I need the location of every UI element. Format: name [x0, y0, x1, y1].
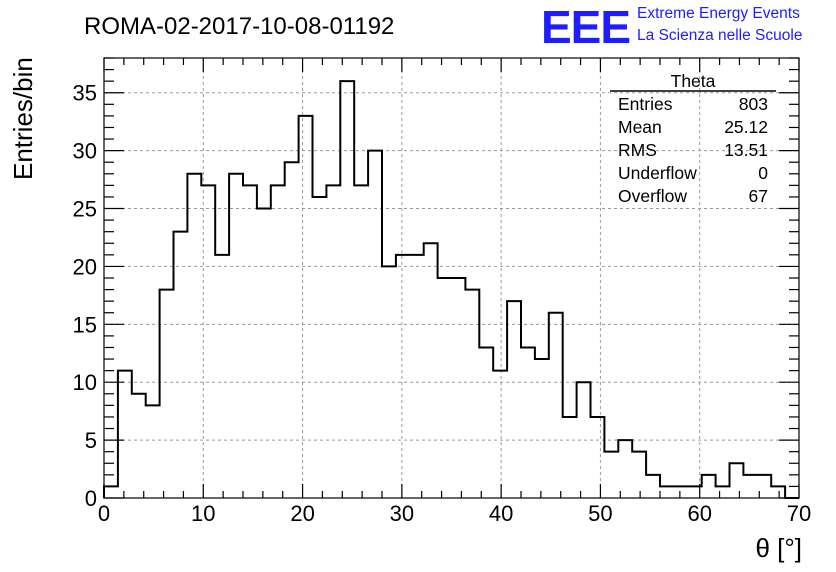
- stats-label: Overflow: [618, 186, 687, 206]
- histogram-bin: [146, 405, 160, 498]
- histogram-bin: [660, 486, 674, 498]
- y-tick-label: 10: [73, 370, 97, 395]
- eee-logo: EEE Extreme Energy Events La Scienza nel…: [541, 1, 802, 53]
- brand-line-2: La Scienza nelle Scuole: [637, 27, 802, 44]
- histogram-bin: [674, 486, 688, 498]
- grid: [104, 58, 799, 498]
- y-tick-label: 35: [73, 81, 97, 106]
- histogram-bin: [326, 185, 340, 498]
- y-tick-label: 20: [73, 254, 97, 279]
- histogram-bin: [187, 174, 201, 498]
- histogram-bin: [160, 290, 174, 498]
- y-tick-label: 30: [73, 139, 97, 164]
- stats-value: 25.12: [724, 117, 768, 137]
- histogram-bin: [396, 255, 410, 498]
- histogram-bin: [340, 81, 354, 498]
- histogram-bin: [299, 116, 313, 498]
- stats-value: 0: [758, 163, 768, 183]
- y-tick-label: 25: [73, 197, 97, 222]
- histogram-bin: [465, 290, 479, 498]
- histogram-bin: [424, 243, 438, 498]
- stats-label: RMS: [618, 140, 657, 160]
- histogram-bin: [563, 417, 577, 498]
- x-tick-label: 10: [191, 501, 215, 526]
- stats-label: Mean: [618, 117, 662, 137]
- stats-label: Entries: [618, 94, 673, 114]
- y-tick-label: 0: [85, 486, 97, 511]
- histogram-outline: [103, 80, 799, 499]
- stats-value: 67: [749, 186, 768, 206]
- histogram-bin: [507, 301, 521, 498]
- histogram-bin: [521, 347, 535, 498]
- chart-title: ROMA-02-2017-10-08-01192: [84, 13, 394, 40]
- x-tick-label: 30: [390, 501, 414, 526]
- x-tick-label: 40: [489, 501, 513, 526]
- y-tick-label: 15: [73, 312, 97, 337]
- histogram-bin: [716, 486, 730, 498]
- stats-value: 13.51: [724, 140, 768, 160]
- eee-logo-text: EEE: [541, 1, 630, 53]
- stats-label: Underflow: [618, 163, 697, 183]
- histogram-bin: [368, 151, 382, 498]
- histogram-bin: [549, 313, 563, 498]
- histogram-bin: [354, 185, 368, 498]
- stats-value: 803: [739, 94, 768, 114]
- stats-box-name: Theta: [671, 71, 716, 91]
- histogram-bin: [591, 417, 605, 498]
- histogram-bin: [215, 255, 229, 498]
- histogram-bin: [618, 440, 632, 498]
- histogram-bin: [104, 486, 118, 498]
- histogram-bin: [535, 359, 549, 498]
- histogram-bin: [771, 486, 785, 498]
- histogram-bars: [103, 80, 799, 499]
- x-tick-label: 20: [290, 501, 314, 526]
- x-tick-label: 70: [787, 501, 811, 526]
- histogram-bin: [174, 232, 188, 498]
- histogram-bin: [313, 197, 327, 498]
- histogram-bin: [257, 209, 271, 498]
- histogram-bin: [702, 475, 716, 498]
- histogram-bin: [743, 475, 757, 498]
- x-tick-label: 50: [588, 501, 612, 526]
- histogram-bin: [646, 475, 660, 498]
- axis-ticks: [103, 57, 800, 499]
- histogram-bin: [604, 452, 618, 498]
- histogram-bin: [410, 255, 424, 498]
- histogram-bin: [271, 185, 285, 498]
- histogram-bin: [577, 382, 591, 498]
- histogram-bin: [118, 371, 132, 498]
- histogram-bin: [493, 371, 507, 498]
- histogram-bin: [632, 452, 646, 498]
- y-tick-label: 5: [85, 428, 97, 453]
- histogram-bin: [438, 278, 452, 498]
- histogram-bin: [201, 185, 215, 498]
- histogram-bin: [479, 347, 493, 498]
- brand-line-1: Extreme Energy Events: [637, 5, 800, 22]
- y-axis-title: Entries/bin: [8, 57, 38, 180]
- histogram-bin: [452, 278, 466, 498]
- y-tick-labels: 0 5 10 15 20 25 30 35: [73, 81, 97, 511]
- histogram-bin: [382, 266, 396, 498]
- x-axis-title: θ [°]: [755, 533, 802, 563]
- histogram-bin: [285, 162, 299, 498]
- stats-box: Theta Entries 803 Mean 25.12 RMS 13.51 Underfl…: [610, 71, 776, 206]
- histogram-bin: [730, 463, 744, 498]
- histogram-bin: [132, 394, 146, 498]
- histogram-bin: [243, 185, 257, 498]
- x-tick-labels: 0 10 20 30 40 50 60 70: [98, 501, 811, 526]
- x-tick-label: 0: [98, 501, 110, 526]
- histogram-bin: [229, 174, 243, 498]
- x-tick-label: 60: [687, 501, 711, 526]
